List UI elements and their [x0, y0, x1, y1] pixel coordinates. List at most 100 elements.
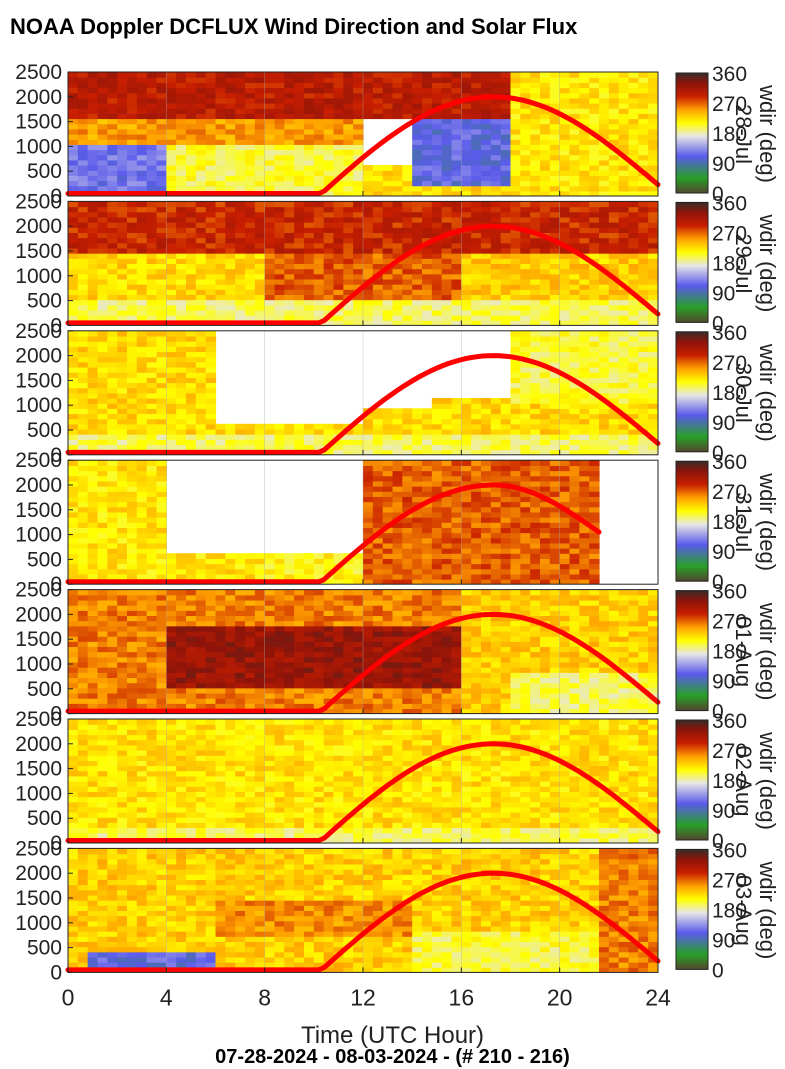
- heatmap-cell: [245, 289, 255, 295]
- heatmap-cell: [147, 93, 157, 99]
- heatmap-cell: [137, 222, 147, 228]
- heatmap-cell: [501, 217, 511, 223]
- heatmap-cell: [147, 502, 157, 508]
- heatmap-cell: [501, 160, 511, 166]
- heatmap-cell: [363, 512, 373, 518]
- heatmap-cell: [520, 175, 530, 181]
- heatmap-cell: [216, 150, 226, 156]
- heatmap-cell: [550, 533, 560, 539]
- heatmap-cell: [107, 677, 117, 683]
- heatmap-cell: [68, 652, 78, 658]
- heatmap-cell: [137, 465, 147, 471]
- heatmap-cell: [461, 429, 471, 435]
- heatmap-cell: [550, 382, 560, 388]
- heatmap-cell: [196, 222, 206, 228]
- heatmap-cell: [599, 98, 609, 104]
- heatmap-cell: [117, 170, 127, 176]
- heatmap-cell: [284, 248, 294, 254]
- heatmap-cell: [638, 413, 648, 419]
- heatmap-cell: [412, 238, 422, 244]
- heatmap-cell: [275, 160, 285, 166]
- heatmap-cell: [117, 175, 127, 181]
- heatmap-cell: [176, 263, 186, 269]
- heatmap-cell: [609, 165, 619, 171]
- heatmap-cell: [629, 341, 639, 347]
- heatmap-cell: [432, 533, 442, 539]
- colorbar-tick-label: 360: [712, 192, 747, 215]
- heatmap-cell: [157, 424, 167, 430]
- heatmap-cell: [235, 119, 245, 125]
- heatmap-cell: [412, 481, 422, 487]
- heatmap-cell: [117, 517, 127, 523]
- heatmap-cell: [383, 284, 393, 290]
- heatmap-cell: [648, 362, 658, 368]
- heatmap-cell: [540, 403, 550, 409]
- heatmap-cell: [560, 517, 570, 523]
- heatmap-cell: [334, 284, 344, 290]
- heatmap-cell: [294, 269, 304, 275]
- heatmap-cell: [334, 129, 344, 135]
- heatmap-cell: [166, 248, 176, 254]
- heatmap-cell: [275, 434, 285, 440]
- heatmap-cell: [520, 444, 530, 450]
- heatmap-cell: [157, 336, 167, 342]
- heatmap-cell: [579, 310, 589, 316]
- heatmap-cell: [550, 476, 560, 482]
- heatmap-cell: [68, 367, 78, 373]
- heatmap-cell: [334, 139, 344, 145]
- heatmap-cell: [294, 238, 304, 244]
- heatmap-cell: [609, 108, 619, 114]
- heatmap-cell: [393, 103, 403, 109]
- heatmap-cell: [491, 279, 501, 285]
- heatmap-cell: [137, 269, 147, 275]
- heatmap-cell: [196, 124, 206, 130]
- heatmap-cell: [294, 150, 304, 156]
- heatmap-cell: [432, 274, 442, 280]
- heatmap-cell: [68, 284, 78, 290]
- heatmap-cell: [68, 496, 78, 502]
- heatmap-cell: [196, 377, 206, 383]
- heatmap-cell: [540, 207, 550, 213]
- heatmap-cell: [137, 548, 147, 554]
- heatmap-cell: [422, 569, 432, 575]
- heatmap-cell: [511, 408, 521, 414]
- heatmap-cell: [107, 439, 117, 445]
- heatmap-cell: [570, 465, 580, 471]
- heatmap-cell: [540, 527, 550, 533]
- heatmap-cell: [530, 274, 540, 280]
- heatmap-cell: [88, 367, 98, 373]
- heatmap-cell: [540, 134, 550, 140]
- heatmap-cell: [88, 129, 98, 135]
- heatmap-cell: [68, 134, 78, 140]
- heatmap-cell: [540, 429, 550, 435]
- heatmap-cell: [481, 88, 491, 94]
- heatmap-cell: [166, 351, 176, 357]
- heatmap-cell: [88, 481, 98, 487]
- heatmap-cell: [127, 507, 137, 513]
- heatmap-cell: [304, 144, 314, 150]
- heatmap-cell: [540, 522, 550, 528]
- heatmap-cell: [432, 512, 442, 518]
- heatmap-cell: [579, 113, 589, 119]
- heatmap-cell: [442, 186, 452, 192]
- heatmap-cell: [540, 388, 550, 394]
- heatmap-cell: [471, 403, 481, 409]
- heatmap-cell: [196, 403, 206, 409]
- heatmap-cell: [137, 439, 147, 445]
- heatmap-cell: [511, 269, 521, 275]
- heatmap-cell: [540, 243, 550, 249]
- heatmap-cell: [176, 398, 186, 404]
- heatmap-cell: [579, 439, 589, 445]
- heatmap-cell: [137, 155, 147, 161]
- heatmap-cell: [442, 294, 452, 300]
- heatmap-cell: [294, 160, 304, 166]
- heatmap-cell: [452, 289, 462, 295]
- heatmap-cell: [78, 610, 88, 616]
- heatmap-cell: [235, 279, 245, 285]
- heatmap-cell: [452, 502, 462, 508]
- heatmap-cell: [491, 403, 501, 409]
- heatmap-cell: [235, 434, 245, 440]
- heatmap-cell: [78, 88, 88, 94]
- heatmap-cell: [304, 201, 314, 207]
- heatmap-cell: [383, 238, 393, 244]
